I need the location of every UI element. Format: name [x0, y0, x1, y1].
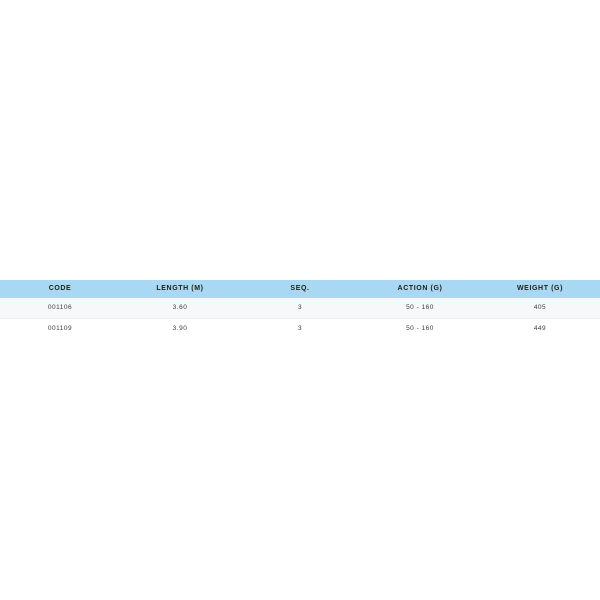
cell-action: 50 - 160: [360, 318, 480, 340]
cell-weight: 405: [480, 298, 600, 319]
table-header-row: CODE LENGTH (m) SEQ. ACTION (g) WEIGHT (…: [0, 280, 600, 298]
column-header-code: CODE: [48, 285, 72, 292]
cell-seq: 3: [240, 318, 360, 340]
cell-code: 001106: [0, 298, 120, 319]
column-header-weight: WEIGHT (g): [516, 285, 564, 292]
table-header: CODE LENGTH (m) SEQ. ACTION (g) WEIGHT (…: [0, 280, 600, 298]
specification-table: CODE LENGTH (m) SEQ. ACTION (g) WEIGHT (…: [0, 280, 600, 340]
table-row: 001106 3.60 3 50 - 160 405: [0, 298, 600, 319]
column-header-action: ACTION (g): [397, 285, 443, 292]
cell-length: 3.60: [120, 298, 240, 319]
cell-weight: 449: [480, 318, 600, 340]
column-header-length: LENGTH (m): [156, 285, 204, 292]
cell-length: 3.90: [120, 318, 240, 340]
table-row: 001109 3.90 3 50 - 160 449: [0, 318, 600, 340]
cell-action: 50 - 160: [360, 298, 480, 319]
cell-code: 001109: [0, 318, 120, 340]
cell-seq: 3: [240, 298, 360, 319]
column-header-seq: SEQ.: [290, 285, 310, 292]
table-body: 001106 3.60 3 50 - 160 405 001109 3.90 3…: [0, 298, 600, 340]
specification-table-container: CODE LENGTH (m) SEQ. ACTION (g) WEIGHT (…: [0, 280, 600, 340]
